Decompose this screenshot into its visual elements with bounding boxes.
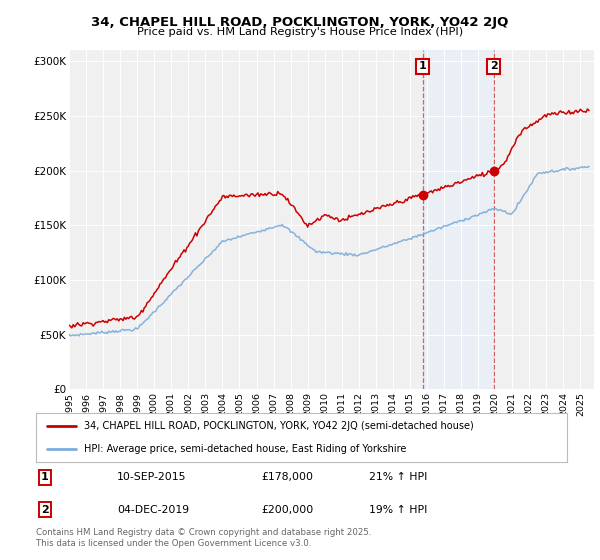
Text: £178,000: £178,000 [261,472,313,482]
Text: 34, CHAPEL HILL ROAD, POCKLINGTON, YORK, YO42 2JQ (semi-detached house): 34, CHAPEL HILL ROAD, POCKLINGTON, YORK,… [84,421,473,431]
Text: 21% ↑ HPI: 21% ↑ HPI [369,472,427,482]
Text: 2: 2 [490,62,497,71]
Text: 2: 2 [41,505,49,515]
Text: 1: 1 [41,472,49,482]
Text: 34, CHAPEL HILL ROAD, POCKLINGTON, YORK, YO42 2JQ: 34, CHAPEL HILL ROAD, POCKLINGTON, YORK,… [91,16,509,29]
Bar [422,50,494,389]
Text: Price paid vs. HM Land Registry's House Price Index (HPI): Price paid vs. HM Land Registry's House … [137,27,463,37]
Text: 10-SEP-2015: 10-SEP-2015 [117,472,187,482]
Text: 04-DEC-2019: 04-DEC-2019 [117,505,189,515]
Text: HPI: Average price, semi-detached house, East Riding of Yorkshire: HPI: Average price, semi-detached house,… [84,444,406,454]
Text: £200,000: £200,000 [261,505,313,515]
Text: 1: 1 [419,62,427,71]
Text: Contains HM Land Registry data © Crown copyright and database right 2025.
This d: Contains HM Land Registry data © Crown c… [36,528,371,548]
Text: 19% ↑ HPI: 19% ↑ HPI [369,505,427,515]
